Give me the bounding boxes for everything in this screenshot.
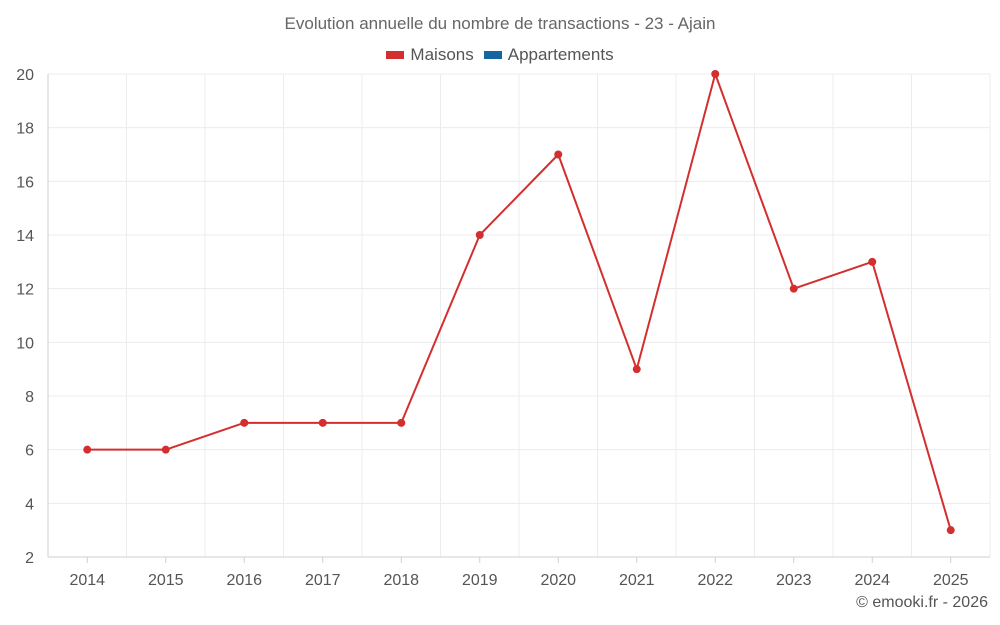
- y-tick-label: 18: [16, 121, 34, 138]
- x-tick-label: 2021: [619, 572, 655, 589]
- data-point-maisons: [475, 231, 484, 239]
- legend-label-appartements: Appartements: [507, 45, 614, 64]
- y-tick-label: 6: [25, 443, 34, 460]
- x-tick-label: 2024: [854, 572, 890, 589]
- data-point-maisons: [240, 418, 249, 427]
- data-point-maisons: [946, 526, 955, 535]
- y-tick-label: 12: [16, 282, 34, 299]
- x-tick-label: 2019: [462, 572, 498, 589]
- x-tick-label: 2014: [69, 572, 105, 589]
- chart-series: [83, 70, 955, 535]
- x-tick-label: 2017: [305, 572, 341, 589]
- credit-text: © emooki.fr - 2026: [856, 594, 988, 611]
- data-point-maisons: [83, 445, 92, 454]
- x-tick-label: 2025: [933, 572, 969, 589]
- chart-legend: Maisons Appartements: [0, 45, 1000, 65]
- data-point-maisons: [554, 150, 563, 159]
- y-tick-label: 20: [16, 67, 34, 84]
- chart-axes: [47, 74, 990, 563]
- data-point-maisons: [711, 70, 720, 78]
- data-point-maisons: [318, 418, 327, 427]
- legend-item-appartements[interactable]: Appartements: [483, 45, 614, 65]
- y-tick-label: 8: [25, 389, 34, 406]
- legend-swatch-appartements: [483, 51, 502, 59]
- legend-label-maisons: Maisons: [410, 45, 474, 64]
- y-tick-label: 10: [16, 335, 34, 352]
- y-tick-label: 4: [25, 496, 34, 513]
- data-point-maisons: [789, 284, 798, 293]
- legend-swatch-maisons: [386, 51, 405, 59]
- legend-item-maisons[interactable]: Maisons: [386, 45, 474, 65]
- data-point-maisons: [632, 365, 641, 374]
- y-tick-label: 2: [25, 550, 34, 567]
- data-point-maisons: [161, 445, 170, 454]
- data-point-maisons: [868, 257, 877, 266]
- x-tick-label: 2020: [540, 572, 576, 589]
- chart-tick-labels: 2 4 6 8 10 12 14 16 18 20 2014 2015 2016 2017 2018 2019…: [16, 67, 968, 589]
- x-tick-label: 2015: [148, 572, 184, 589]
- x-tick-label: 2022: [697, 572, 733, 589]
- chart-title: Evolution annuelle du nombre de transact…: [284, 14, 716, 33]
- x-tick-label: 2016: [226, 572, 262, 589]
- y-tick-label: 14: [16, 228, 34, 245]
- data-point-maisons: [397, 418, 406, 427]
- x-tick-label: 2018: [383, 572, 419, 589]
- series-line-maisons: [87, 73, 952, 531]
- chart-grid: [47, 73, 991, 558]
- y-tick-label: 16: [16, 174, 34, 191]
- x-tick-label: 2023: [776, 572, 812, 589]
